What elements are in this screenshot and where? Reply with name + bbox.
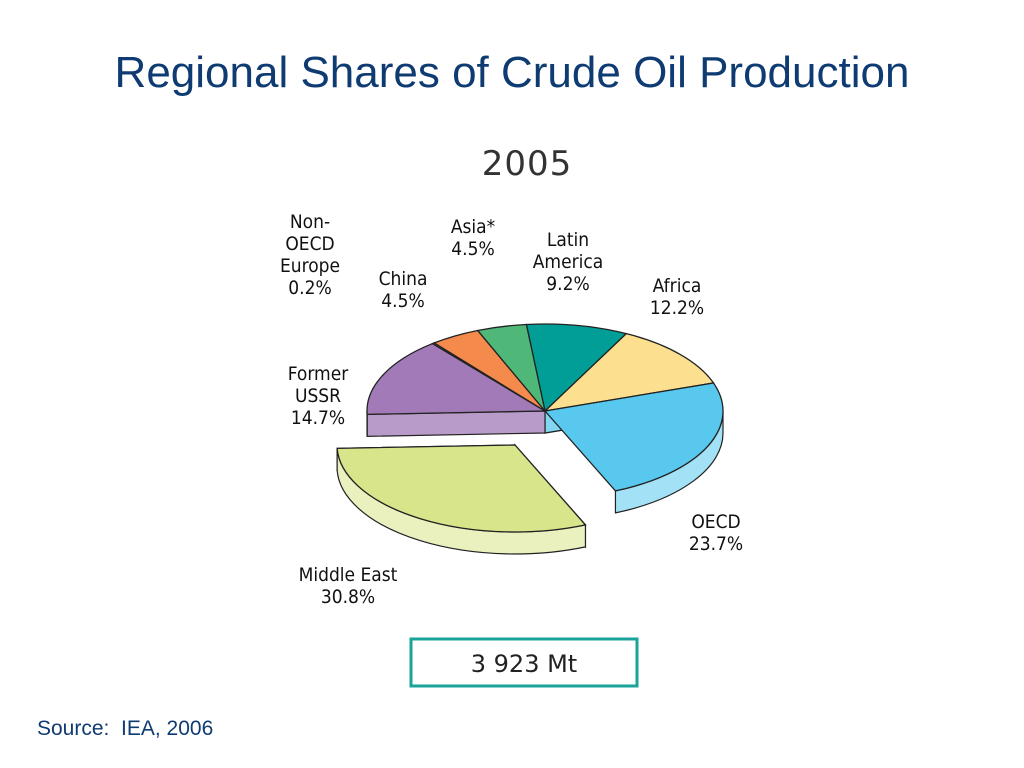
slice-label: Former USSR 14.7% bbox=[288, 363, 349, 429]
slice-label: OECD 23.7% bbox=[689, 511, 743, 555]
pie-slice bbox=[336, 444, 587, 533]
slice-label-line: OECD bbox=[691, 511, 740, 533]
slice-label-line: USSR bbox=[295, 385, 341, 407]
slice-label-line: America bbox=[533, 251, 604, 273]
pie-slice-group bbox=[336, 443, 587, 555]
slice-label-line: 23.7% bbox=[689, 533, 743, 555]
slice-label-line: Latin bbox=[547, 229, 589, 251]
chart-title: 2005 bbox=[482, 144, 573, 184]
slice-label-line: 12.2% bbox=[650, 297, 704, 319]
slide-title: Regional Shares of Crude Oil Production bbox=[114, 48, 910, 97]
slice-label-line: Former bbox=[288, 363, 349, 385]
pie-slice-group bbox=[476, 323, 546, 412]
slice-label: Latin America 9.2% bbox=[533, 229, 604, 295]
slice-label-line: Non- bbox=[290, 211, 330, 233]
pie-slice bbox=[543, 382, 724, 492]
slice-labels: Latin America 9.2% Africa 12.2%OECD 23.7%Midd… bbox=[280, 211, 743, 608]
slice-label-line: 4.5% bbox=[451, 238, 494, 260]
pie-slice bbox=[366, 342, 548, 416]
pie-slice bbox=[543, 332, 715, 412]
slice-label-line: OECD bbox=[285, 233, 334, 255]
total-label: 3 923 Mt bbox=[471, 650, 577, 678]
slice-label-line: Middle East bbox=[299, 564, 398, 586]
slice-label-line: Europe bbox=[280, 255, 340, 277]
slice-label-line: 30.8% bbox=[321, 586, 375, 608]
slice-label: Asia* 4.5% bbox=[451, 216, 496, 260]
slice-label: Middle East 30.8% bbox=[299, 564, 398, 608]
source-note: Source: IEA, 2006 bbox=[37, 717, 214, 740]
total-box bbox=[409, 637, 639, 688]
pie-slice bbox=[476, 323, 546, 412]
pie-layer bbox=[336, 323, 724, 555]
pie-slice-group bbox=[366, 342, 548, 437]
slice-label-line: 14.7% bbox=[291, 407, 345, 429]
pie-slice-group bbox=[525, 323, 628, 413]
slice-label: Africa 12.2% bbox=[650, 275, 704, 319]
slice-label-line: China bbox=[379, 268, 428, 290]
slice-label-line: 9.2% bbox=[546, 273, 589, 295]
slice-label-line: 4.5% bbox=[381, 290, 424, 312]
slice-label-line: Africa bbox=[653, 275, 702, 297]
slice-label: China 4.5% bbox=[379, 268, 428, 312]
slice-label: Non-OECD Europe 0.2% bbox=[280, 211, 340, 299]
slice-label-line: 0.2% bbox=[288, 277, 331, 299]
slice-label-line: Asia* bbox=[451, 216, 496, 238]
pie-slice-wall bbox=[366, 410, 546, 437]
pie-slice bbox=[525, 323, 628, 413]
